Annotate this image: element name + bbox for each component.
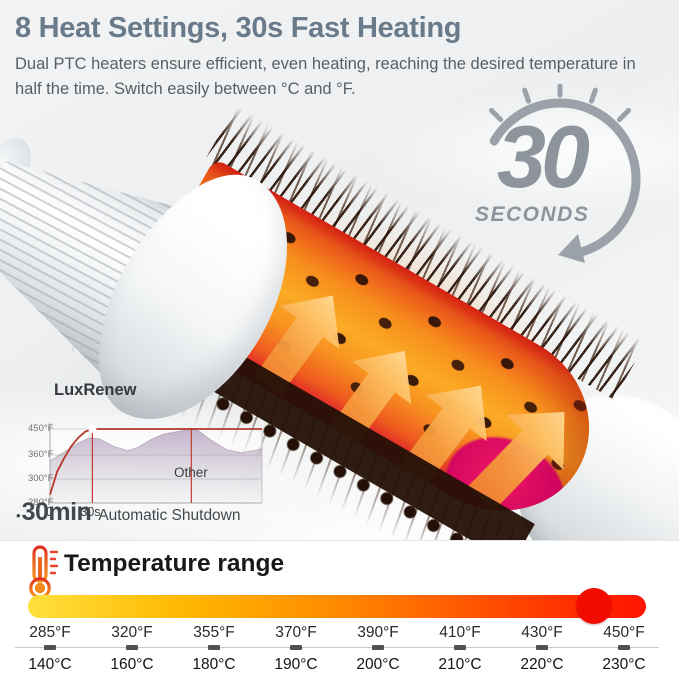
chart-ytick-label: 280°F bbox=[28, 497, 54, 508]
fahrenheit-value: 450°F bbox=[603, 624, 645, 641]
celsius-row: 140°C 160°C 180°C 190°C 200°C 210°C 220°… bbox=[9, 654, 665, 674]
fast-heating-timer: 30 SECONDS bbox=[438, 84, 668, 264]
hero-section: 8 Heat Settings, 30s Fast Heating Dual P… bbox=[0, 0, 679, 540]
fahrenheit-value: 285°F bbox=[29, 624, 71, 641]
temperature-range-section: Temperature range 285°F 320°F 355°F 370°… bbox=[0, 540, 679, 680]
scale-tick bbox=[44, 645, 56, 650]
temperature-scale: 285°F 320°F 355°F 370°F 390°F 410°F 430°… bbox=[9, 624, 665, 674]
timer-unit: SECONDS bbox=[475, 203, 590, 226]
divider-ticks bbox=[9, 645, 665, 650]
shutdown-label: Automatic Shutdown bbox=[98, 507, 241, 524]
celsius-value: 190°C bbox=[274, 656, 318, 673]
fahrenheit-value: 320°F bbox=[111, 624, 153, 641]
scale-tick bbox=[126, 645, 138, 650]
temperature-knob bbox=[576, 588, 612, 624]
scale-divider bbox=[9, 645, 665, 654]
chart-xtick-label: 0 bbox=[46, 505, 53, 519]
chart-ytick-label: 360°F bbox=[28, 449, 54, 460]
thermometer-icon bbox=[29, 545, 59, 599]
chart-brand-label: LuxRenew bbox=[54, 381, 137, 399]
scale-tick bbox=[208, 645, 220, 650]
temperature-range-heading: Temperature range bbox=[64, 550, 285, 577]
scale-tick bbox=[454, 645, 466, 650]
celsius-value: 160°C bbox=[110, 656, 154, 673]
temperature-gradient-bar bbox=[28, 595, 646, 618]
celsius-value: 210°C bbox=[438, 656, 482, 673]
fahrenheit-value: 370°F bbox=[275, 624, 317, 641]
shutdown-time: 30min bbox=[21, 498, 92, 526]
chart-xtick-label: 30s bbox=[80, 505, 101, 519]
bullet: • bbox=[16, 508, 21, 523]
scale-tick bbox=[372, 645, 384, 650]
scale-tick bbox=[536, 645, 548, 650]
celsius-value: 220°C bbox=[520, 656, 564, 673]
header: 8 Heat Settings, 30s Fast Heating Dual P… bbox=[15, 12, 665, 102]
fahrenheit-value: 430°F bbox=[521, 624, 563, 641]
chart-ytick-label: 450°F bbox=[28, 423, 54, 434]
chart-ytick-label: 300°F bbox=[28, 473, 54, 484]
fahrenheit-value: 355°F bbox=[193, 624, 235, 641]
chart-plot bbox=[49, 423, 263, 504]
celsius-value: 140°C bbox=[28, 656, 72, 673]
celsius-value: 230°C bbox=[602, 656, 646, 673]
page-subtitle: Dual PTC heaters ensure efficient, even … bbox=[15, 55, 636, 98]
heating-comparison-chart: LuxRenew Other 450°F 360°F 300°F 280°F 0 30s bbox=[28, 381, 280, 539]
fahrenheit-value: 390°F bbox=[357, 624, 399, 641]
timer-value: 30 bbox=[497, 107, 590, 206]
celsius-value: 200°C bbox=[356, 656, 400, 673]
auto-shutdown-note: • 30min Automatic Shutdown bbox=[16, 498, 241, 527]
clock-arrow-icon bbox=[488, 84, 641, 263]
celsius-value: 180°C bbox=[192, 656, 236, 673]
page-title: 8 Heat Settings, 30s Fast Heating bbox=[15, 12, 462, 44]
divider-line bbox=[15, 647, 659, 648]
fahrenheit-row: 285°F 320°F 355°F 370°F 390°F 410°F 430°… bbox=[9, 624, 665, 642]
scale-tick bbox=[618, 645, 630, 650]
scale-tick bbox=[290, 645, 302, 650]
fahrenheit-value: 410°F bbox=[439, 624, 481, 641]
chart-other-label: Other bbox=[174, 465, 208, 480]
